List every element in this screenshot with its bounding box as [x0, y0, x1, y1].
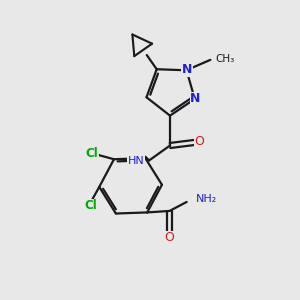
Text: HN: HN [128, 156, 144, 166]
Text: O: O [165, 231, 175, 244]
Text: NH₂: NH₂ [196, 194, 217, 204]
Text: Cl: Cl [85, 147, 98, 160]
Text: CH₃: CH₃ [215, 54, 235, 64]
Text: N: N [182, 64, 192, 76]
Text: Cl: Cl [84, 199, 97, 212]
Text: O: O [194, 135, 204, 148]
Text: N: N [190, 92, 200, 106]
